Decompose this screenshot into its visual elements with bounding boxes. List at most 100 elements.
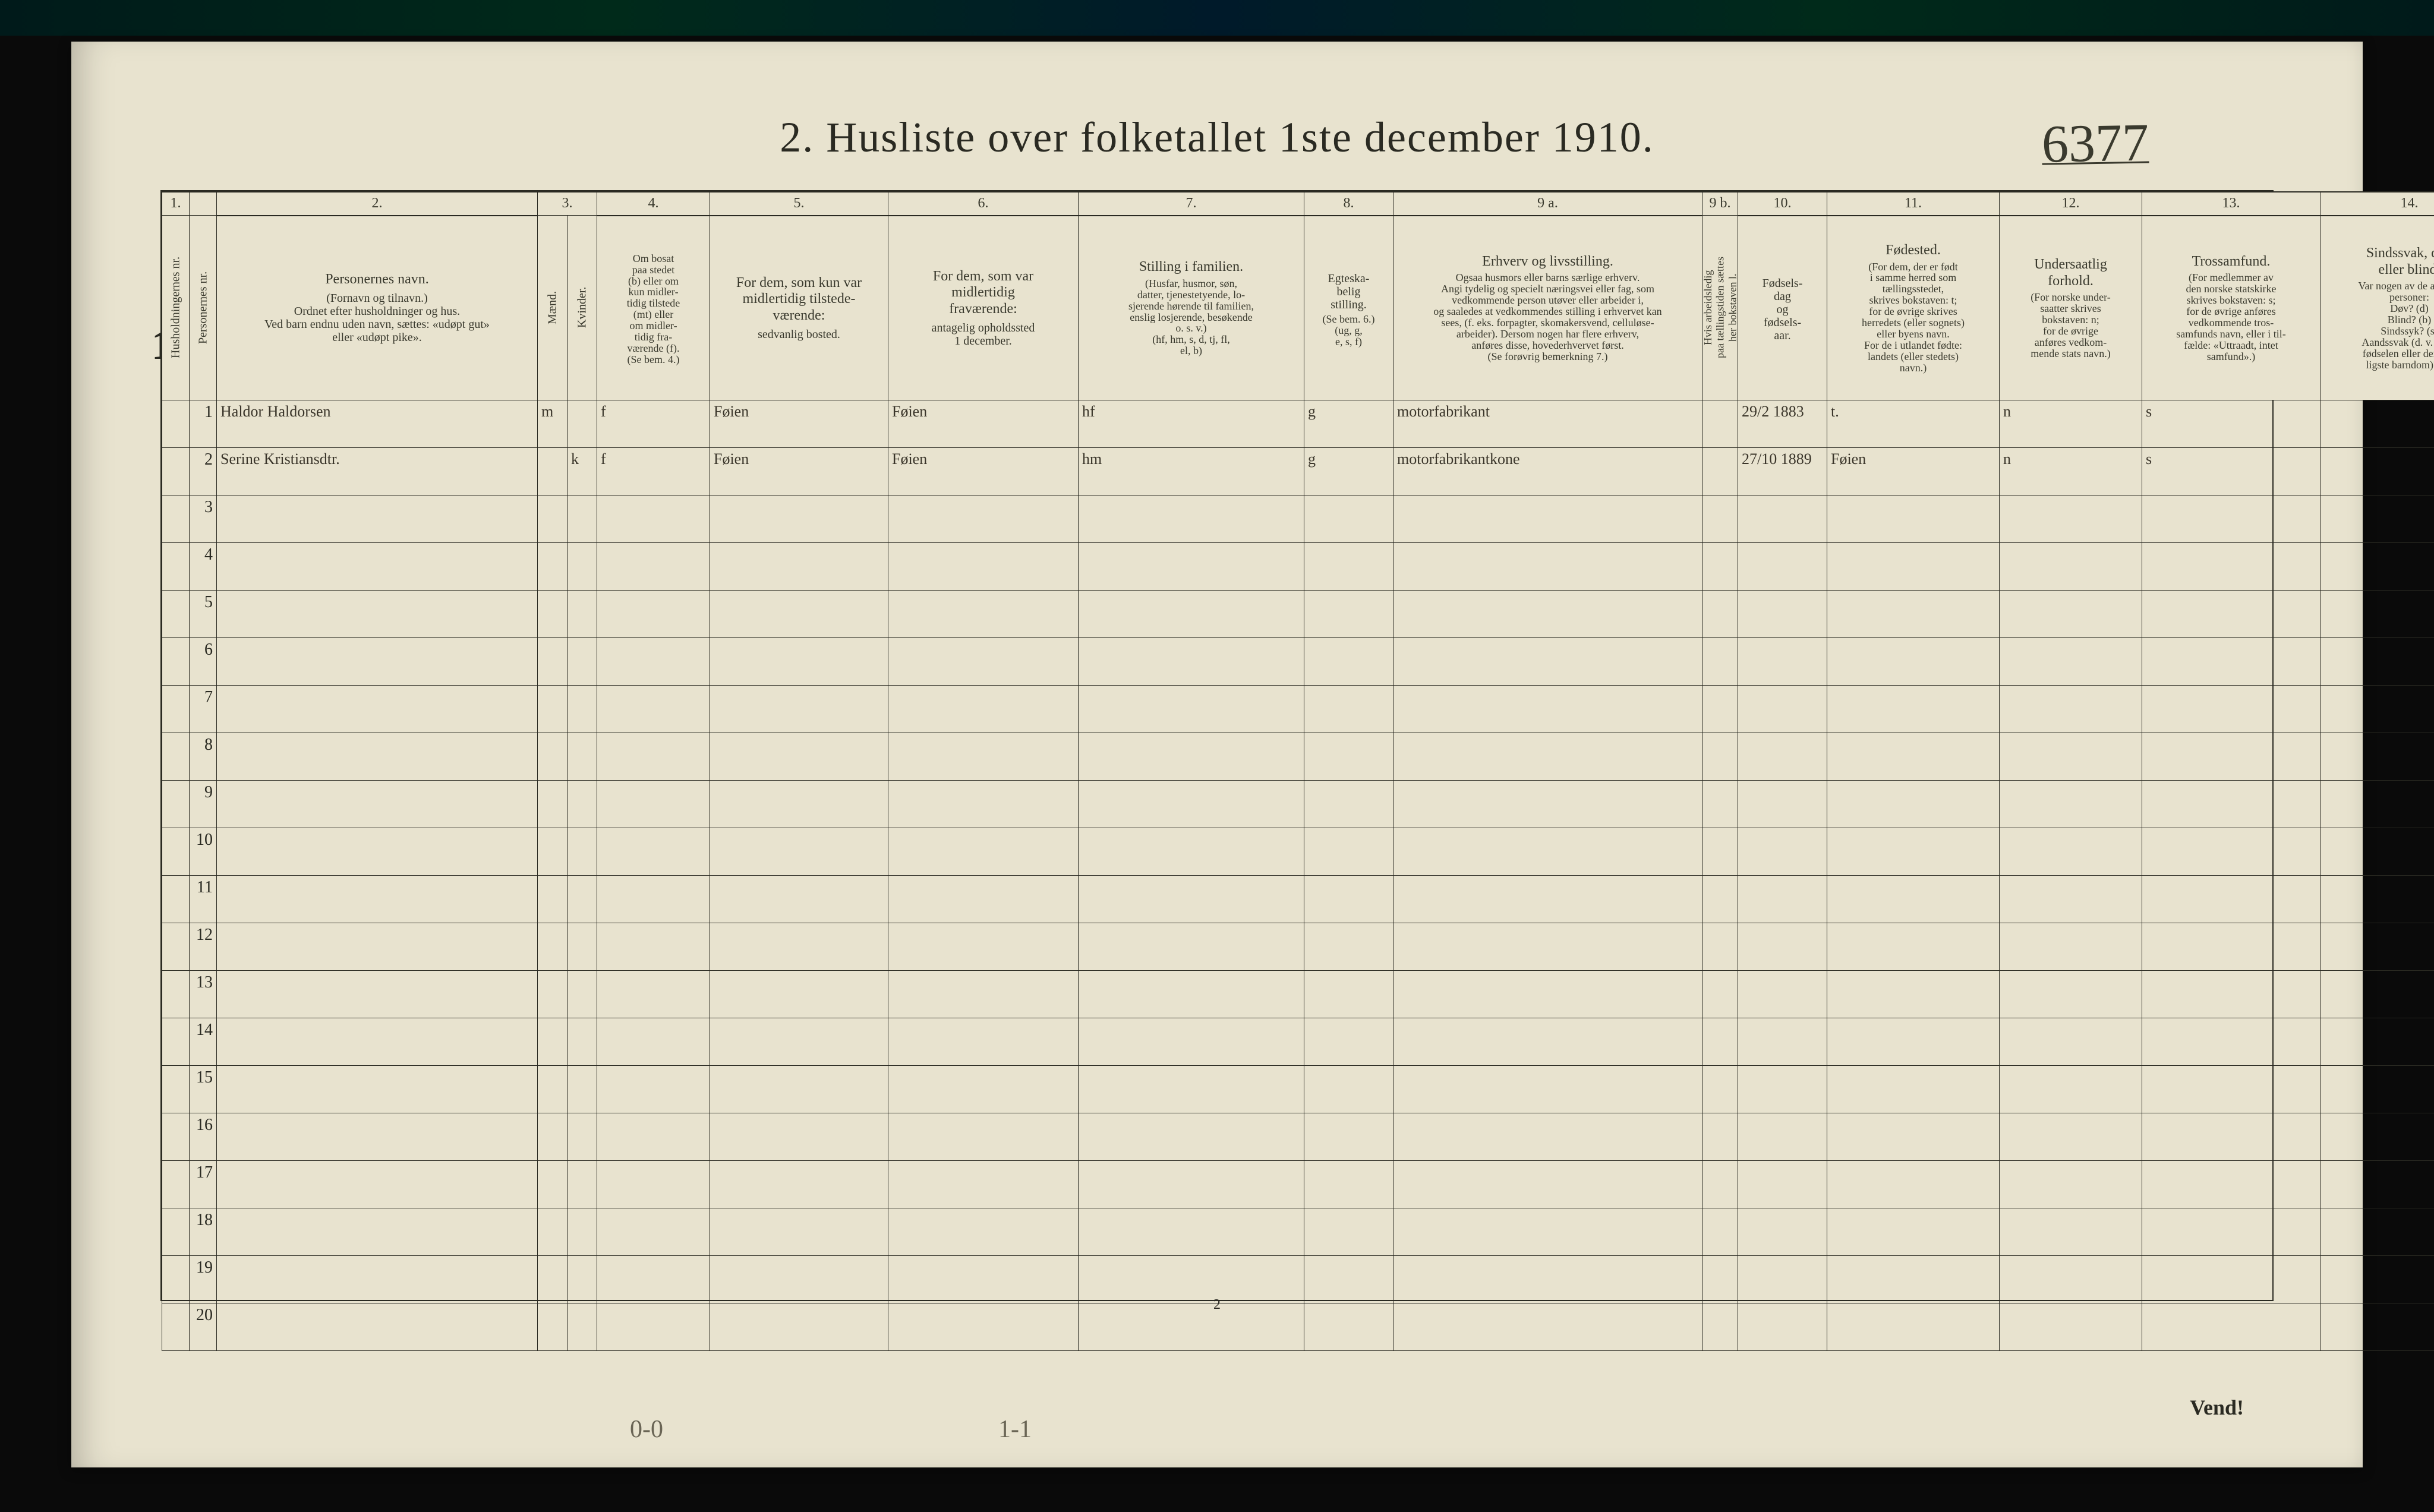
- religion-cell: [2142, 495, 2321, 542]
- household-cell: [162, 1113, 190, 1160]
- marital-cell: [1304, 923, 1393, 970]
- religion-cell: [2142, 590, 2321, 637]
- family-pos-cell: [1079, 590, 1304, 637]
- occupation-cell: [1393, 1113, 1702, 1160]
- unemployed-cell: [1702, 1018, 1738, 1065]
- occupation-cell: [1393, 780, 1702, 828]
- unemployed-cell: [1702, 923, 1738, 970]
- residence-cell: f: [597, 447, 710, 495]
- residence-cell: [597, 590, 710, 637]
- hdr-c12-sub: (For norske under- saatter skrives bokst…: [2004, 292, 2137, 359]
- hdr-c13-title: Trossamfund.: [2192, 254, 2271, 269]
- residence-cell: [597, 1065, 710, 1113]
- citizenship-cell: [2000, 828, 2142, 875]
- page-title: 2. Husliste over folketallet 1ste decemb…: [71, 42, 2363, 162]
- sex-k-cell: [567, 828, 597, 875]
- temp-absent-cell: [888, 542, 1079, 590]
- table-row: 5: [162, 590, 2434, 637]
- unemployed-cell: [1702, 1113, 1738, 1160]
- name-cell: [217, 590, 538, 637]
- temp-absent-cell: [888, 828, 1079, 875]
- rownum-cell: 12: [190, 923, 217, 970]
- table-row: 12: [162, 923, 2434, 970]
- handwritten-doc-number: 6377: [2041, 112, 2149, 175]
- unemployed-cell: [1702, 733, 1738, 780]
- marital-cell: [1304, 875, 1393, 923]
- temp-present-cell: [710, 828, 888, 875]
- citizenship-cell: [2000, 733, 2142, 780]
- hdr-c4-text: Om bosat paa stedet (b) eller om kun mid…: [602, 253, 705, 365]
- citizenship-cell: [2000, 1160, 2142, 1208]
- sex-k-cell: [567, 1303, 597, 1350]
- occupation-cell: [1393, 733, 1702, 780]
- hdr-sex-k-label: Kvinder.: [575, 287, 588, 328]
- rownum-cell: 15: [190, 1065, 217, 1113]
- citizenship-cell: [2000, 923, 2142, 970]
- colnum-5: 5.: [710, 192, 888, 216]
- temp-absent-cell: [888, 590, 1079, 637]
- hdr-c11-sub: (For dem, der er født i samme herred som…: [1832, 261, 1994, 374]
- table-row: 13: [162, 970, 2434, 1018]
- birthplace-cell: [1827, 1018, 2000, 1065]
- name-cell: [217, 828, 538, 875]
- name-cell: [217, 542, 538, 590]
- marital-cell: [1304, 495, 1393, 542]
- residence-cell: [597, 495, 710, 542]
- sex-m-cell: [538, 590, 567, 637]
- name-cell: [217, 637, 538, 685]
- sex-k-cell: [567, 637, 597, 685]
- birthdate-cell: [1738, 1065, 1827, 1113]
- table-row: 17: [162, 1160, 2434, 1208]
- birthplace-cell: Føien: [1827, 447, 2000, 495]
- hdr-sex-k: Kvinder.: [567, 216, 597, 400]
- name-cell: [217, 1208, 538, 1255]
- hdr-c6-title: For dem, som var midlertidig fraværende:: [933, 269, 1033, 317]
- rownum-cell: 18: [190, 1208, 217, 1255]
- citizenship-cell: [2000, 1113, 2142, 1160]
- sex-k-cell: [567, 495, 597, 542]
- rownum-cell: 1: [190, 400, 217, 447]
- occupation-cell: [1393, 1018, 1702, 1065]
- hdr-household-nr: Husholdningernes nr.: [162, 216, 190, 400]
- sex-k-cell: [567, 733, 597, 780]
- name-cell: [217, 1303, 538, 1350]
- name-cell: [217, 1255, 538, 1303]
- unemployed-cell: [1702, 970, 1738, 1018]
- citizenship-cell: n: [2000, 400, 2142, 447]
- temp-present-cell: [710, 970, 888, 1018]
- hdr-family-position: Stilling i familien. (Husfar, husmor, sø…: [1079, 216, 1304, 400]
- birthdate-cell: [1738, 875, 1827, 923]
- birthplace-cell: [1827, 875, 2000, 923]
- birthplace-cell: [1827, 970, 2000, 1018]
- table-row: 15: [162, 1065, 2434, 1113]
- name-cell: Haldor Haldorsen: [217, 400, 538, 447]
- name-cell: [217, 1113, 538, 1160]
- disability-cell: [2321, 495, 2434, 542]
- sex-k-cell: [567, 400, 597, 447]
- name-cell: [217, 495, 538, 542]
- family-pos-cell: [1079, 780, 1304, 828]
- occupation-cell: [1393, 875, 1702, 923]
- occupation-cell: [1393, 637, 1702, 685]
- sex-m-cell: [538, 1208, 567, 1255]
- birthdate-cell: [1738, 685, 1827, 733]
- disability-cell: [2321, 828, 2434, 875]
- marital-cell: [1304, 590, 1393, 637]
- unemployed-cell: [1702, 400, 1738, 447]
- sex-k-cell: [567, 780, 597, 828]
- religion-cell: [2142, 828, 2321, 875]
- colnum-10: 10.: [1738, 192, 1827, 216]
- table-row: 4: [162, 542, 2434, 590]
- residence-cell: [597, 1208, 710, 1255]
- hdr-person-nr: Personernes nr.: [190, 216, 217, 400]
- citizenship-cell: [2000, 780, 2142, 828]
- family-pos-cell: [1079, 1255, 1304, 1303]
- household-cell: [162, 923, 190, 970]
- unemployed-cell: [1702, 637, 1738, 685]
- colnum-2: 2.: [217, 192, 538, 216]
- birthdate-cell: [1738, 1303, 1827, 1350]
- sex-m-cell: [538, 970, 567, 1018]
- marital-cell: [1304, 1208, 1393, 1255]
- temp-absent-cell: [888, 923, 1079, 970]
- hdr-c14-title: Sindssvak, døv eller blind.: [2366, 245, 2434, 277]
